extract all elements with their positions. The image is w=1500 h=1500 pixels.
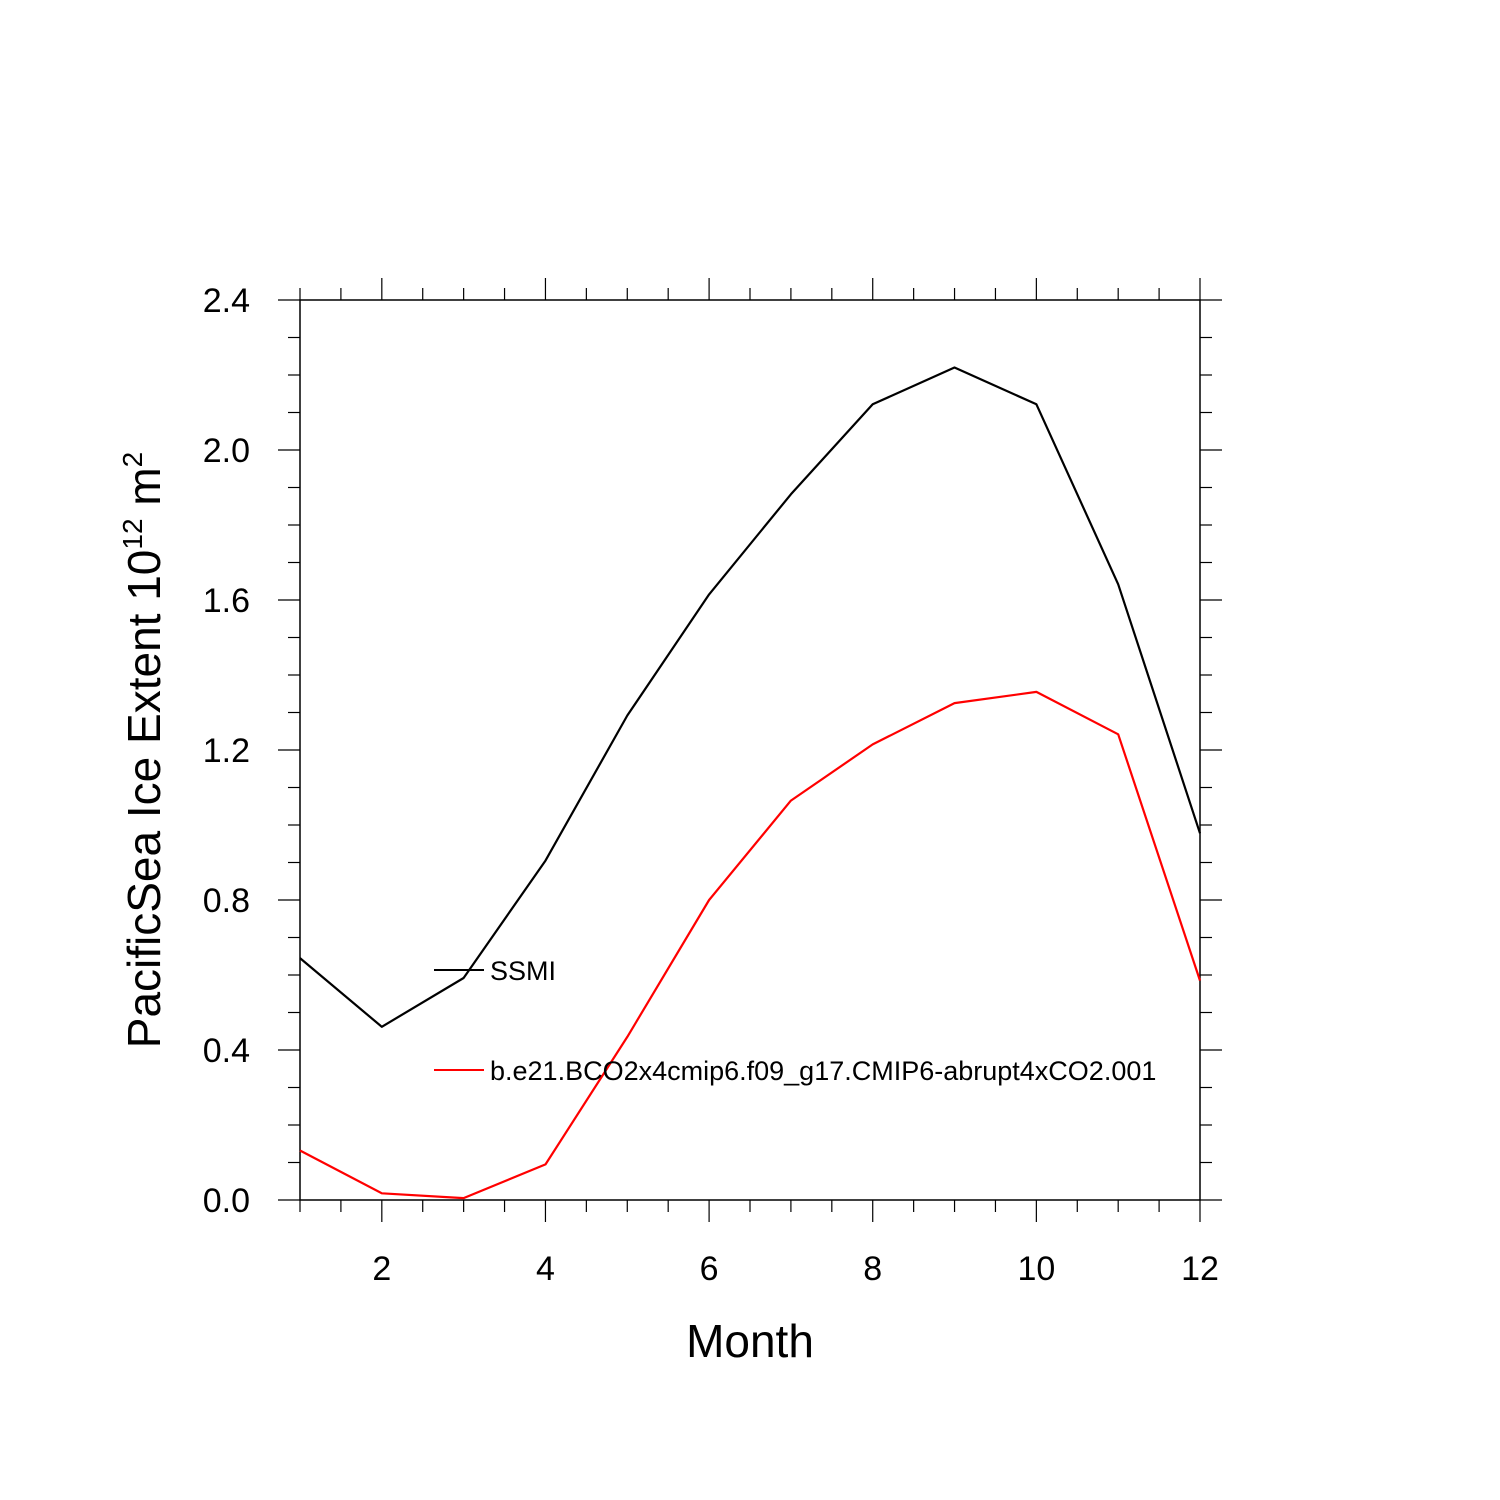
legend: SSMI b.e21.BCO2x4cmip6.f09_g17.CMIP6-abr… bbox=[434, 956, 1156, 1086]
y-tick-label: 0.0 bbox=[203, 1182, 250, 1220]
y-tick-label: 1.6 bbox=[203, 582, 250, 620]
x-tick-label: 12 bbox=[1181, 1250, 1219, 1288]
x-tick-label: 2 bbox=[372, 1250, 391, 1288]
y-tick-label: 0.8 bbox=[203, 882, 250, 920]
legend-label-abrupt4xco2: b.e21.BCO2x4cmip6.f09_g17.CMIP6-abrupt4x… bbox=[490, 1056, 1156, 1086]
y-tick-label: 0.4 bbox=[203, 1032, 250, 1070]
x-axis-title: Month bbox=[686, 1315, 814, 1367]
y-tick-labels: 0.0 0.4 0.8 1.2 1.6 2.0 2.4 bbox=[203, 282, 250, 1220]
series-line-ssmi bbox=[299, 366, 1202, 1028]
axis-ticks bbox=[278, 278, 1222, 1222]
x-tick-labels: 2 4 6 8 10 12 bbox=[372, 1250, 1219, 1288]
x-tick-label: 10 bbox=[1017, 1250, 1055, 1288]
x-tick-label: 8 bbox=[863, 1250, 882, 1288]
x-tick-label: 4 bbox=[536, 1250, 555, 1288]
y-axis-title: PacificSea Ice Extent 1012 m2 bbox=[117, 452, 170, 1048]
y-tick-label: 1.2 bbox=[203, 732, 250, 770]
y-tick-label: 2.4 bbox=[203, 282, 250, 320]
legend-label-ssmi: SSMI bbox=[490, 956, 556, 986]
y-tick-label: 2.0 bbox=[203, 432, 250, 470]
series-lines bbox=[299, 366, 1202, 1200]
series-line-abrupt4xco2 bbox=[299, 690, 1202, 1200]
x-tick-label: 6 bbox=[700, 1250, 719, 1288]
